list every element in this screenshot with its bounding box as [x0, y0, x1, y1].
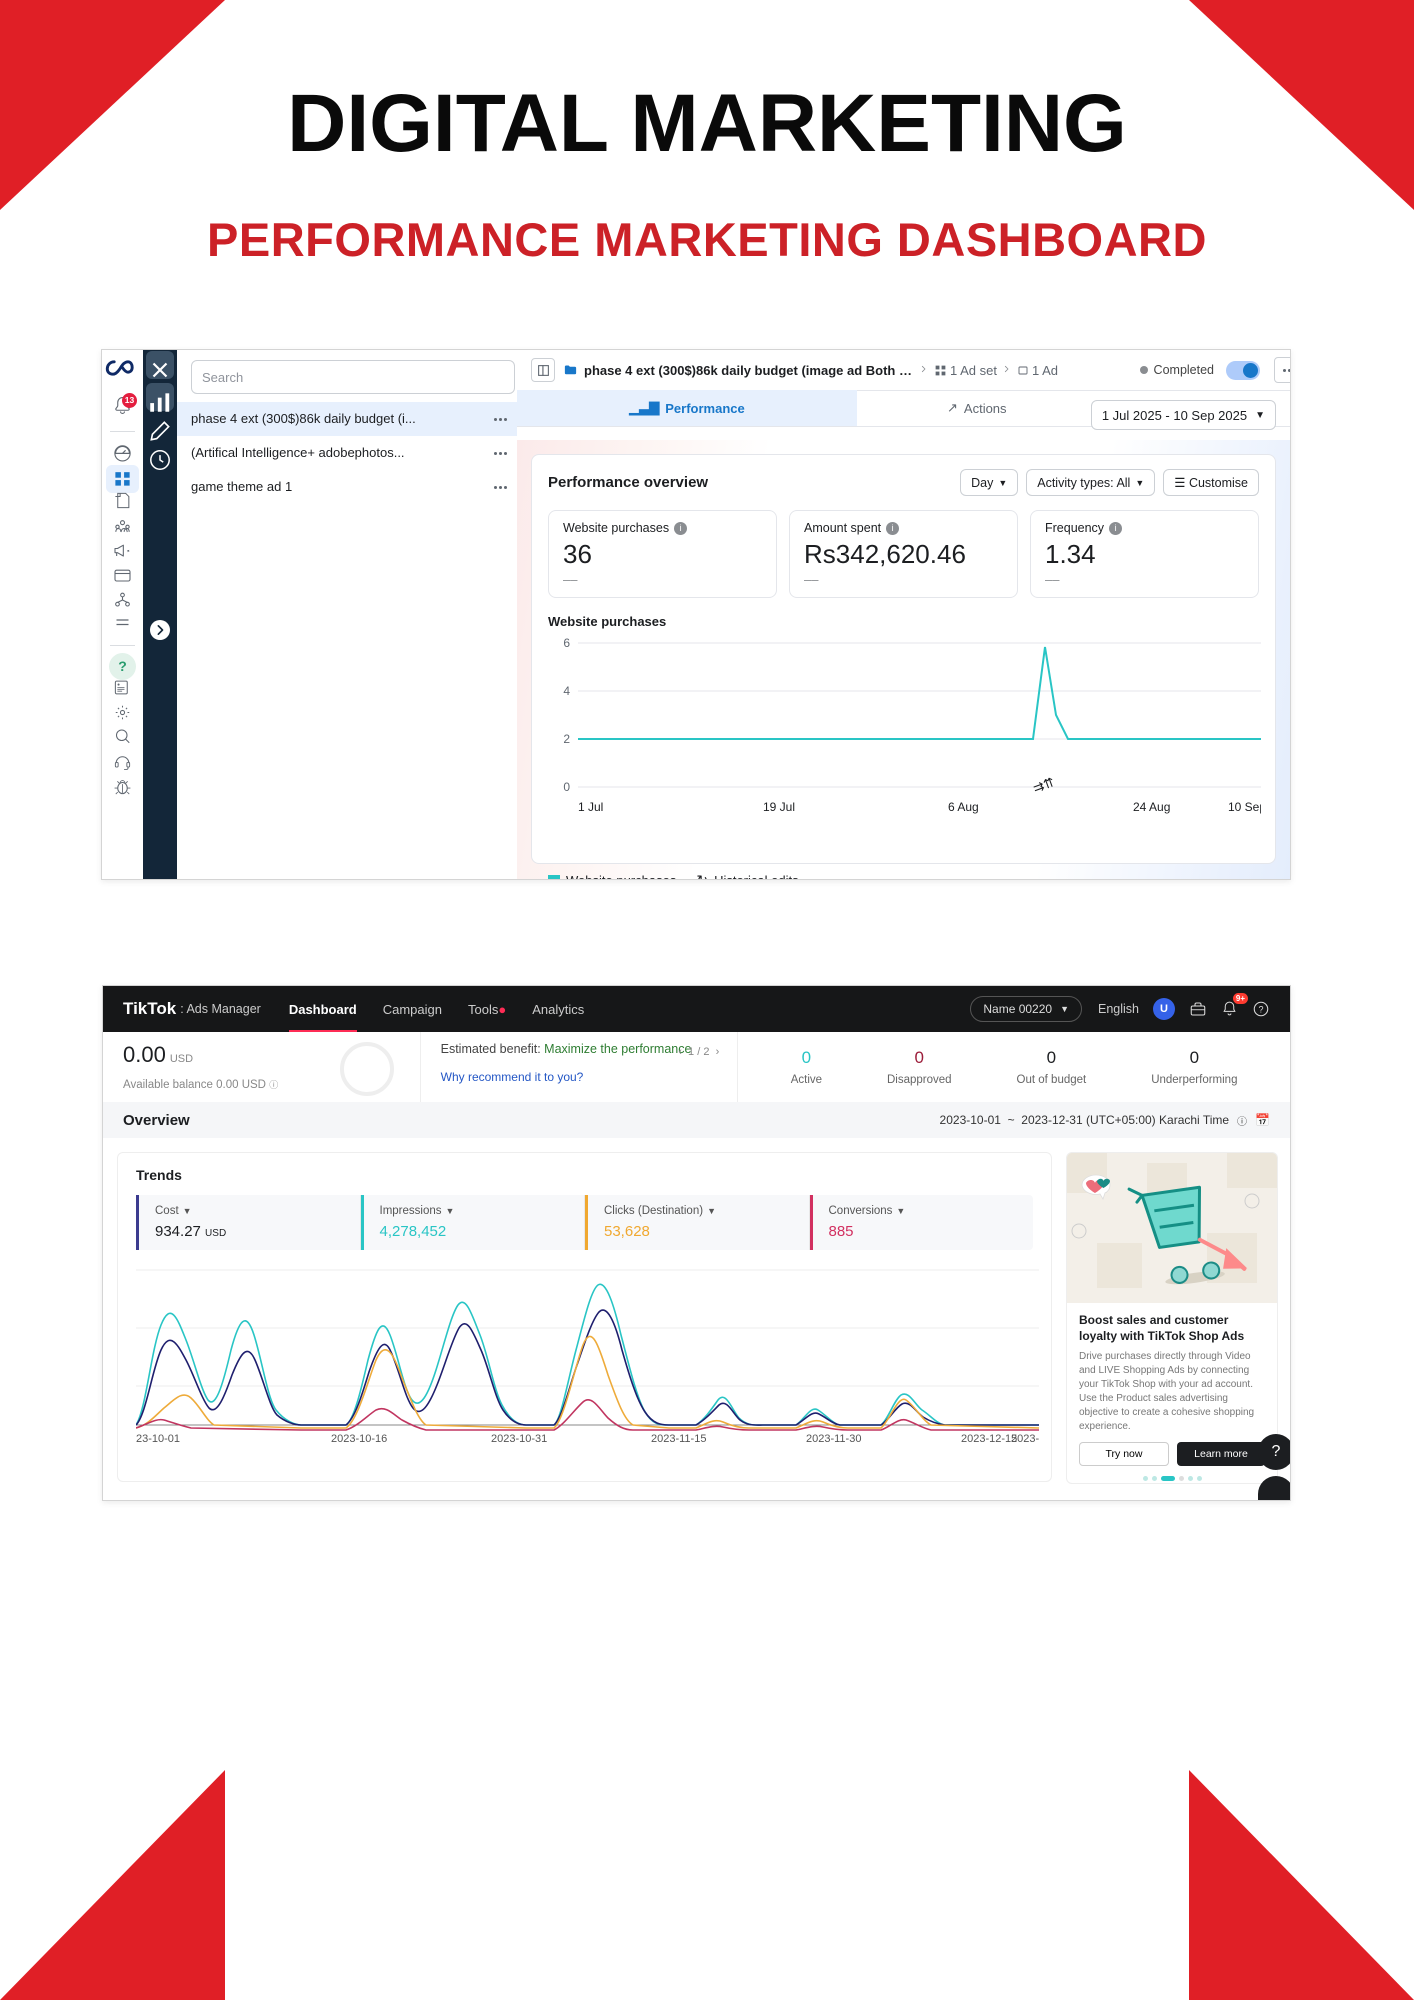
svg-text:6 Aug: 6 Aug — [948, 800, 979, 814]
svg-text:2: 2 — [563, 732, 570, 746]
svg-text:24 Aug: 24 Aug — [1133, 800, 1170, 814]
svg-text:2023-10-16: 2023-10-16 — [331, 1433, 387, 1445]
svg-text:23-10-01: 23-10-01 — [136, 1433, 180, 1445]
svg-text:2023-11-30: 2023-11-30 — [806, 1433, 861, 1445]
svg-text:19 Jul: 19 Jul — [763, 800, 795, 814]
svg-text:6: 6 — [563, 636, 570, 650]
svg-text:10 Sep: 10 Sep — [1228, 800, 1261, 814]
svg-text:2023-12-15: 2023-12-15 — [961, 1433, 1017, 1445]
svg-text:2023-12-30: 2023-12-30 — [1011, 1433, 1039, 1445]
svg-text:?: ? — [1258, 1004, 1263, 1014]
svg-text:2023-11-15: 2023-11-15 — [651, 1433, 706, 1445]
svg-text:2023-10-31: 2023-10-31 — [491, 1433, 547, 1445]
svg-text:4: 4 — [563, 684, 570, 698]
svg-text:0: 0 — [563, 780, 570, 794]
svg-text:⇉⇈: ⇉⇈ — [1031, 774, 1057, 796]
svg-text:1 Jul: 1 Jul — [578, 800, 603, 814]
